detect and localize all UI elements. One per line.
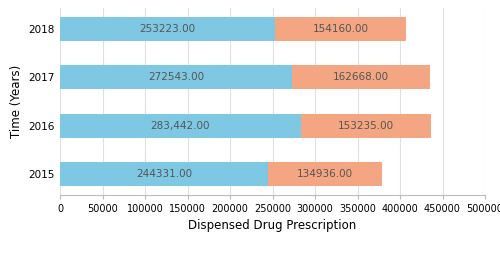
Bar bbox=[60, 17, 275, 41]
Text: 153235.00: 153235.00 bbox=[338, 121, 394, 131]
Bar bbox=[60, 65, 292, 89]
Text: 253223.00: 253223.00 bbox=[140, 24, 196, 34]
Y-axis label: Time (Years): Time (Years) bbox=[10, 65, 22, 138]
Text: 272543.00: 272543.00 bbox=[148, 72, 204, 82]
Bar bbox=[301, 114, 431, 138]
Text: 244331.00: 244331.00 bbox=[136, 169, 192, 179]
Text: 283,442.00: 283,442.00 bbox=[150, 121, 210, 131]
Bar bbox=[60, 114, 301, 138]
Text: 154160.00: 154160.00 bbox=[313, 24, 369, 34]
Text: 162668.00: 162668.00 bbox=[332, 72, 389, 82]
X-axis label: Dispensed Drug Prescription: Dispensed Drug Prescription bbox=[188, 219, 356, 232]
Bar bbox=[275, 17, 406, 41]
Bar bbox=[268, 162, 382, 186]
Bar bbox=[292, 65, 430, 89]
Bar bbox=[60, 162, 268, 186]
Text: 134936.00: 134936.00 bbox=[297, 169, 353, 179]
